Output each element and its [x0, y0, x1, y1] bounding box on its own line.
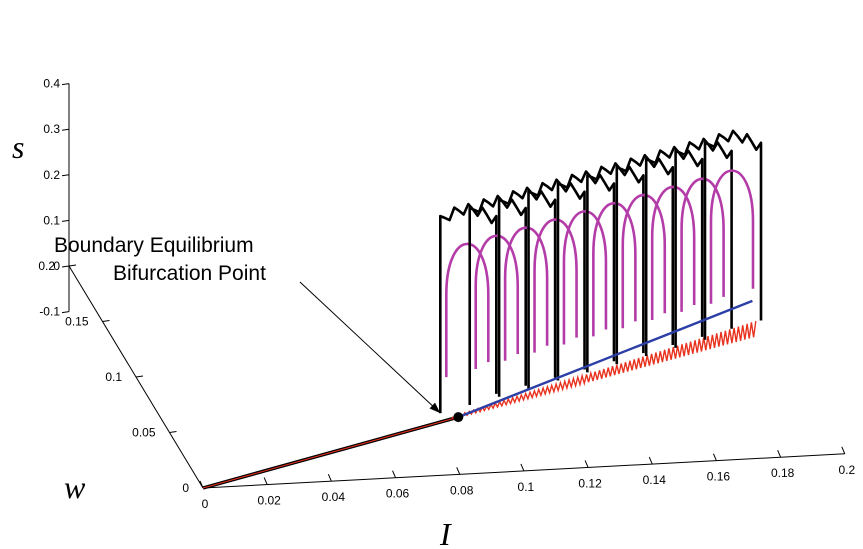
annotation-line-2: Bifurcation Point	[113, 262, 266, 285]
noisy-envelope-path	[703, 129, 763, 340]
bifurcation-point-marker	[453, 412, 464, 423]
noisy-envelope-path	[556, 170, 616, 381]
x-tick-mark	[841, 446, 846, 454]
noisy-envelope-path	[644, 145, 704, 357]
limit-cycle-path	[621, 193, 667, 329]
x-tick-label: 0.08	[450, 483, 474, 497]
y-tick-mark	[68, 264, 77, 267]
y-tick-mark	[102, 320, 110, 322]
y-tick-label: 0	[182, 481, 189, 495]
x-tick-label: 0.12	[578, 476, 602, 490]
z-tick-mark	[61, 311, 70, 314]
y-tick-label: 0.2	[38, 259, 55, 273]
annotation-arrow	[299, 281, 441, 414]
x-tick-mark	[712, 453, 717, 461]
x-tick-label: 0.06	[386, 487, 410, 501]
z-tick-mark	[61, 265, 70, 268]
x-tick-label: 0.1	[518, 480, 535, 494]
chart-axes	[68, 83, 845, 489]
noisy-envelope-path	[586, 162, 645, 373]
x-tick-mark	[456, 467, 461, 475]
x-tick-mark	[263, 477, 268, 485]
z-tick-label: 0.1	[43, 213, 60, 227]
z-tick-label: 0.3	[43, 122, 60, 136]
x-tick-mark	[199, 480, 204, 489]
limit-cycle-path	[533, 218, 578, 353]
y-tick-label: 0.05	[132, 426, 156, 440]
y-tick-label: 0.1	[105, 370, 122, 384]
z-tick-label: 0.4	[43, 77, 60, 91]
annotation-arrowhead	[429, 402, 441, 414]
z-axis-label: s	[12, 129, 24, 165]
z-axis-ticks: -0.1 0 0.1 0.2 0.3 0.4	[39, 77, 70, 319]
limit-cycle-path	[445, 242, 490, 378]
x-tick-label: 0	[202, 497, 209, 511]
limit-cycle-path	[474, 234, 520, 369]
x-tick-mark	[584, 460, 589, 468]
equilibrium-branch-inner-line	[202, 416, 459, 489]
z-tick-label: -0.1	[39, 305, 60, 319]
x-tick-mark	[392, 470, 396, 478]
x-tick-label: 0.18	[771, 466, 795, 480]
noisy-envelope-path	[439, 202, 498, 414]
x-tick-label: 0.16	[707, 470, 731, 484]
z-tick-mark	[61, 83, 70, 86]
x-tick-label: 0.04	[322, 490, 346, 504]
noisy-envelope-path	[468, 194, 528, 405]
noisy-envelope-path	[615, 153, 675, 365]
annotation-line-1: Boundary Equilibrium	[54, 234, 254, 257]
x-tick-label: 0.2	[838, 463, 855, 477]
annotation-arrow-line	[299, 281, 441, 414]
x-tick-label: 0.02	[258, 494, 282, 508]
z-tick-mark	[61, 174, 70, 177]
x-tick-mark	[777, 450, 782, 458]
stochastic-band-path	[451, 321, 757, 420]
y-tick-mark	[135, 375, 144, 378]
noisy-envelope-path	[674, 137, 733, 348]
limit-cycle-path	[503, 226, 549, 361]
limit-cycle-path	[562, 210, 608, 345]
y-tick-mark	[169, 431, 177, 433]
limit-cycle-path	[592, 201, 637, 337]
limit-cycle-path	[650, 185, 696, 321]
y-tick-label: 0.15	[65, 315, 89, 329]
z-tick-mark	[61, 128, 70, 131]
blue-branch-line	[457, 299, 753, 419]
x-tick-mark	[520, 463, 525, 472]
x-axis-label: I	[439, 516, 452, 549]
limit-cycle-path	[680, 177, 725, 312]
noisy-envelope-path	[527, 178, 586, 389]
x-tick-label: 0.14	[643, 473, 667, 487]
y-axis-ticks: 0 0.05 0.1 0.15 0.2	[38, 259, 211, 495]
x-axis-ticks: 0 0.02 0.04 0.06 0.08 0.1 0.12 0.14 0.16 0.18 0.2	[199, 446, 855, 511]
z-tick-label: 0.2	[43, 168, 60, 182]
x-tick-mark	[327, 473, 332, 482]
chart-series	[202, 129, 763, 490]
noisy-envelope-path	[497, 186, 557, 397]
z-tick-mark	[61, 219, 70, 222]
z-tick-label: 0	[53, 259, 60, 273]
x-tick-mark	[648, 456, 653, 465]
limit-cycle-path	[709, 169, 755, 304]
y-axis-label: w	[64, 469, 86, 505]
